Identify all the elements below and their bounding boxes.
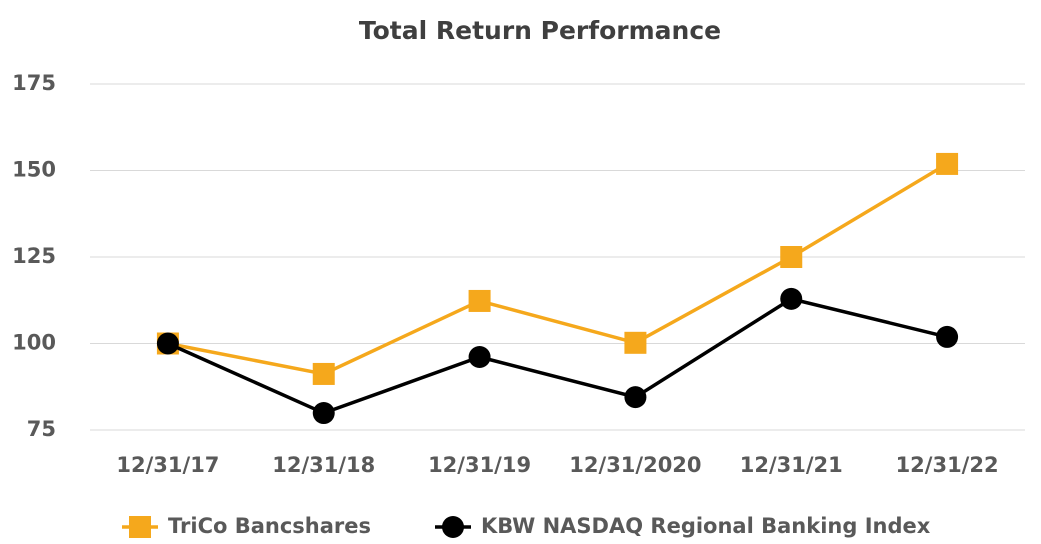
data-point [156, 332, 179, 355]
y-tick-label: 175 [12, 71, 56, 95]
data-point [780, 246, 803, 268]
data-point [312, 402, 335, 425]
x-tick-label: 12/31/17 [116, 453, 219, 477]
x-tick-label: 12/31/2020 [569, 453, 701, 477]
data-point [936, 152, 959, 175]
data-point [780, 287, 803, 310]
chart-title: Total Return Performance [359, 16, 721, 45]
data-point [936, 325, 959, 348]
legend-marker [442, 516, 464, 538]
legend-marker [129, 516, 151, 538]
y-tick-label: 75 [27, 417, 56, 441]
data-point [624, 386, 647, 409]
data-point [468, 289, 491, 312]
data-point [468, 345, 491, 368]
data-point [624, 331, 647, 354]
series-line [167, 296, 948, 415]
x-tick-label: 12/31/19 [428, 453, 531, 477]
y-tick-label: 150 [12, 158, 56, 182]
series-line [167, 162, 948, 376]
x-tick-label: 12/31/18 [272, 453, 375, 477]
legend-label: TriCo Bancshares [168, 514, 371, 538]
x-tick-label: 12/31/21 [740, 453, 843, 477]
data-point [312, 362, 335, 385]
x-tick-label: 12/31/22 [896, 453, 999, 477]
legend-label: KBW NASDAQ Regional Banking Index [481, 514, 931, 538]
y-tick-label: 100 [12, 331, 56, 355]
y-tick-label: 125 [12, 244, 56, 268]
